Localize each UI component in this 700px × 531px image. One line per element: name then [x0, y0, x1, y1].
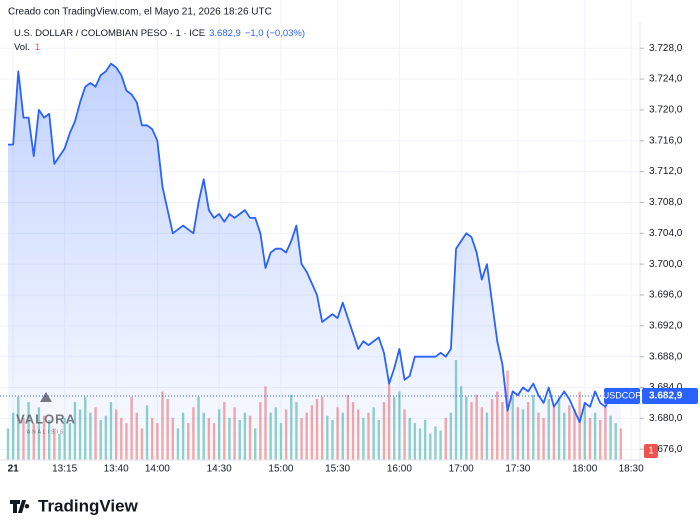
last-price-label: 3.682,9: [649, 391, 683, 402]
y-tick-label: 3.728,0: [649, 43, 683, 54]
y-tick-label: 3.716,0: [649, 135, 683, 146]
y-tick-label: 3.720,0: [649, 105, 683, 116]
price-line: [8, 62, 621, 424]
volume-badge-label: 1: [648, 446, 654, 457]
x-tick-label: 14:30: [207, 464, 232, 475]
x-tick-label: 18:00: [572, 464, 597, 475]
y-tick-label: 3.676,0: [649, 444, 683, 455]
y-tick-label: 3.692,0: [649, 320, 683, 331]
y-tick-label: 3.680,0: [649, 413, 683, 424]
x-tick-label: 13:40: [104, 464, 129, 475]
x-tick-label: 15:30: [325, 464, 350, 475]
y-tick-label: 3.700,0: [649, 259, 683, 270]
x-tick-label: 16:00: [387, 464, 412, 475]
y-tick-label: 3.712,0: [649, 166, 683, 177]
header-change: −1,0 (−0,03%): [245, 28, 305, 39]
y-tick-label: 3.696,0: [649, 290, 683, 301]
x-tick-label: 14:00: [145, 464, 170, 475]
brand-name: TradingView: [38, 496, 139, 515]
brand-logo: [10, 500, 30, 513]
volume-bar: [619, 428, 623, 460]
x-tick-label: 17:30: [505, 464, 530, 475]
volume-legend: Vol. 1: [14, 42, 40, 53]
watermark-name: VALORA: [16, 411, 76, 426]
x-tick-label: 17:00: [449, 464, 474, 475]
ticker-label: USDCOP: [603, 390, 642, 400]
price-area: [8, 63, 621, 461]
watermark-sub: ANALISIS: [27, 429, 66, 435]
x-tick-label: 15:00: [268, 464, 293, 475]
last-price-badge: [642, 387, 698, 404]
symbol: U.S. DOLLAR / COLOMBIAN PESO · 1 · ICE 3.…: [14, 28, 305, 39]
y-tick-label: 3.724,0: [649, 74, 683, 85]
x-tick-label: 18:30: [619, 464, 644, 475]
watermark: VALORA ANALISIS: [16, 392, 76, 435]
volume-value: 1: [35, 42, 40, 53]
y-tick-label: 3.708,0: [649, 197, 683, 208]
y-tick-label: 3.684,0: [649, 382, 683, 393]
symbol-name: U.S. DOLLAR / COLOMBIAN PESO · 1 · ICE: [14, 28, 205, 39]
volume-badge: [644, 444, 658, 458]
footer: TradingView: [10, 496, 139, 515]
watermark-icon: [40, 392, 52, 402]
x-tick-label: 21: [8, 464, 20, 475]
ticker-badge: [604, 387, 640, 404]
header-price: 3.682,9: [209, 28, 241, 39]
volume-label: Vol.: [14, 42, 30, 53]
created-note: Creado con TradingView.com, el Mayo 21, …: [8, 7, 272, 18]
x-tick-label: 13:15: [52, 464, 77, 475]
y-tick-label: 3.688,0: [649, 351, 683, 362]
y-tick-label: 3.704,0: [649, 228, 683, 239]
